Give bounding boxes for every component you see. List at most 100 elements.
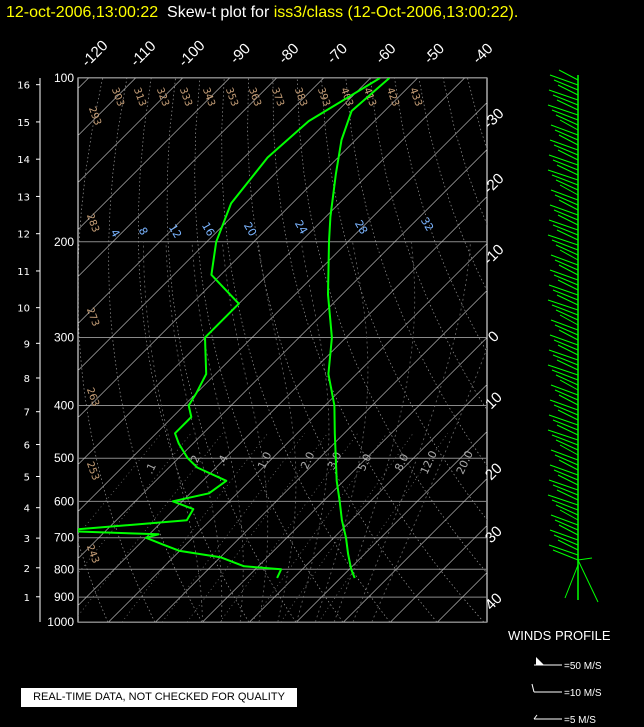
- wind-barb: [554, 259, 579, 271]
- wind-barb: [554, 389, 579, 401]
- wind-barb: [555, 504, 579, 516]
- isotherm-line: [108, 243, 487, 622]
- wind-barb: [551, 109, 579, 121]
- moist-adiabat-label: 8: [136, 225, 151, 238]
- top-temp-label: -50: [421, 40, 448, 67]
- dry-adiabat-label: 383: [292, 86, 309, 108]
- pressure-tick-label: 900: [54, 590, 74, 604]
- isotherm-line: [78, 78, 89, 89]
- isotherm-line: [78, 78, 371, 371]
- wind-barb: [549, 334, 579, 346]
- wind-barb: [553, 144, 579, 156]
- wind-barb: [577, 557, 593, 561]
- dry-adiabat-label: 313: [131, 86, 148, 108]
- wind-barb: [550, 514, 579, 526]
- height-tick-label: 16: [17, 81, 30, 92]
- top-temp-label: -70: [324, 40, 351, 67]
- dry-adiabat-label: 403: [338, 86, 355, 108]
- mixing-ratio-label: 12.0: [418, 449, 440, 477]
- dry-adiabat: [138, 78, 250, 622]
- wind-barb: [555, 374, 579, 386]
- wind-barb: [547, 429, 579, 441]
- wind-barb: [555, 114, 579, 126]
- height-tick-label: 5: [24, 473, 30, 484]
- dry-adiabat: [78, 78, 109, 622]
- legend-pennant: [536, 657, 544, 665]
- wind-barb: [557, 344, 579, 356]
- wind-barb: [548, 479, 579, 491]
- moist-adiabat: [165, 241, 223, 622]
- height-tick-label: 10: [17, 304, 30, 315]
- wind-barb: [553, 339, 579, 351]
- isotherm-line: [296, 431, 487, 622]
- wind-barb: [550, 384, 579, 396]
- top-temp-labels: -120 -110 -100 -90 -80 -70 -60 -50 -40: [78, 37, 496, 70]
- height-axis: 16 15 14 13 12 11 10 9 8 7 6 5 4 3 2 1: [17, 78, 41, 622]
- dry-adiabat-label: 363: [246, 86, 263, 108]
- height-tick-label: 14: [17, 155, 30, 166]
- wind-barb: [549, 529, 579, 541]
- isotherm-line: [437, 572, 487, 622]
- wind-barb: [556, 229, 579, 241]
- wind-barb: [557, 279, 579, 291]
- moist-adiabat-label: 4: [108, 227, 123, 240]
- wind-barb: [558, 264, 579, 276]
- dry-adiabat: [194, 78, 344, 622]
- wind-barb: [558, 394, 579, 406]
- wind-barb: [558, 69, 579, 81]
- mixing-ratio-label: .4: [215, 453, 231, 468]
- wind-barb: [554, 324, 579, 336]
- wind-barb: [548, 284, 579, 296]
- mixing-ratio-label: 2.0: [298, 450, 317, 471]
- dry-adiabat: [321, 78, 487, 521]
- wind-barb: [557, 149, 579, 161]
- isotherm-line: [78, 78, 465, 465]
- moist-adiabat: [371, 347, 487, 622]
- wind-barb: [547, 169, 579, 181]
- dry-adiabat: [394, 78, 487, 353]
- wind-legend: =50 M/S =10 M/S =5 M/S: [531, 657, 602, 726]
- wind-barb: [552, 419, 579, 431]
- moist-adiabat: [333, 241, 416, 622]
- height-tick-label: 9: [24, 339, 30, 350]
- dry-adiabat-label: 423: [384, 86, 401, 108]
- plot-frame: [77, 77, 488, 623]
- height-tick-label: 3: [24, 534, 30, 545]
- moist-adiabat-label: 16: [199, 220, 217, 239]
- mixing-ratio-label: 20.0: [454, 449, 476, 477]
- dry-adiabat: [296, 78, 487, 574]
- wind-barb: [552, 159, 579, 171]
- dry-adiabat-label: 333: [177, 86, 194, 108]
- wind-barb: [556, 294, 579, 306]
- height-tick-label: 1: [24, 593, 30, 604]
- top-temp-label: -80: [275, 40, 302, 67]
- mixing-ratio-line: [78, 433, 162, 536]
- wind-barb: [553, 274, 579, 286]
- wind-barb: [547, 364, 579, 376]
- mixing-ratio-line: [280, 433, 414, 622]
- moist-adiabat: [352, 241, 471, 622]
- wind-barb: [550, 449, 579, 461]
- wind-barb: [564, 564, 579, 599]
- legend-label: =50 M/S: [564, 661, 602, 672]
- right-temp-label: -20: [480, 170, 507, 197]
- wind-barb: [548, 544, 579, 556]
- wind-barb: [559, 119, 579, 131]
- plot-border: [77, 77, 488, 623]
- pressure-tick-label: 400: [54, 399, 74, 413]
- dry-adiabat: [221, 78, 391, 622]
- wind-barb: [549, 139, 579, 151]
- wind-barb: [557, 409, 579, 421]
- quality-notice: REAL-TIME DATA, NOT CHECKED FOR QUALITY: [21, 688, 297, 707]
- moist-adiabat-label: 20: [241, 220, 259, 239]
- title-paren: (12-Oct-2006,13:00:22).: [347, 4, 519, 21]
- moist-adiabat: [191, 241, 244, 622]
- wind-barb: [549, 74, 579, 86]
- mixing-ratio-label: 1.0: [255, 450, 274, 471]
- wind-barb: [558, 329, 579, 341]
- height-tick-label: 2: [24, 564, 30, 575]
- wind-barb: [559, 314, 579, 326]
- top-temp-label: -40: [469, 40, 496, 67]
- height-tick-label: 12: [17, 230, 30, 241]
- wind-barb: [555, 244, 579, 256]
